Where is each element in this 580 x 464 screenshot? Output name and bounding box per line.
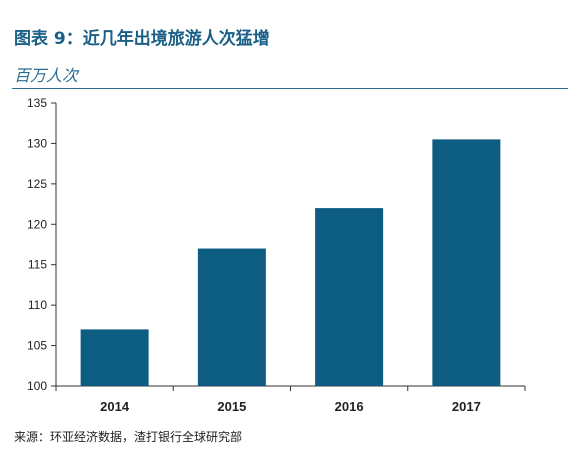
bar bbox=[80, 329, 149, 386]
chart-title: 图表 9：近几年出境旅游人次猛增 bbox=[14, 29, 270, 49]
y-tick-label: 130 bbox=[27, 136, 47, 150]
x-tick-label: 2014 bbox=[100, 399, 130, 414]
title-divider bbox=[12, 88, 568, 89]
bar bbox=[432, 139, 501, 386]
bar bbox=[197, 248, 266, 386]
x-tick-label: 2017 bbox=[452, 399, 481, 414]
y-tick-label: 115 bbox=[28, 258, 47, 272]
y-tick-label: 105 bbox=[27, 339, 47, 353]
unit-label: 百万人次 bbox=[14, 66, 79, 85]
bar bbox=[315, 208, 384, 386]
x-tick-label: 2016 bbox=[335, 399, 364, 414]
y-tick-label: 125 bbox=[27, 177, 47, 191]
x-tick-label: 2015 bbox=[217, 399, 246, 414]
x-axis: 2014 2015 2016 2017 bbox=[55, 385, 526, 414]
bars bbox=[80, 139, 501, 386]
y-tick-label: 100 bbox=[27, 379, 47, 393]
y-tick-label: 135 bbox=[27, 96, 47, 110]
y-tick-label: 120 bbox=[27, 217, 47, 231]
source-note: 来源：环亚经济数据，渣打银行全球研究部 bbox=[14, 430, 243, 444]
y-axis: 100 105 110 115 120 125 130 135 bbox=[27, 96, 57, 393]
y-tick-label: 110 bbox=[28, 298, 47, 312]
